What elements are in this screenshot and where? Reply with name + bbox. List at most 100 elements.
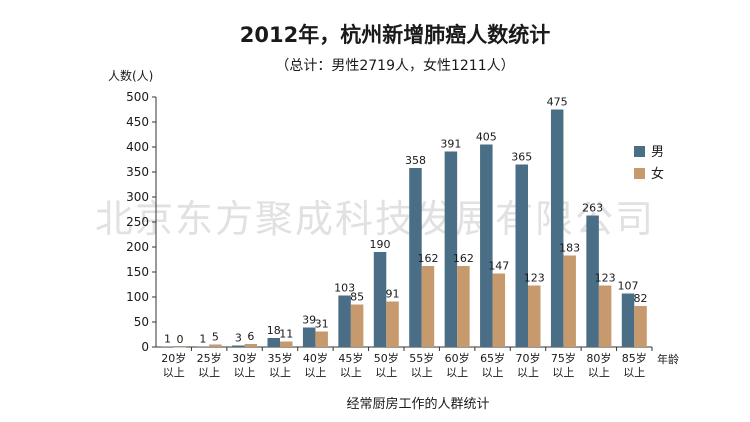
data-label-female: 0 [176, 333, 183, 346]
bar-male [232, 345, 245, 347]
y-axis-label: 人数(人) [108, 68, 153, 83]
x-tick-label: 以上 [198, 366, 220, 379]
x-tick-label: 以上 [163, 366, 185, 379]
y-tick-label: 200 [126, 240, 149, 254]
x-tick-label: 以上 [340, 366, 362, 379]
chart-title: 2012年，杭州新增肺癌人数统计 [240, 23, 550, 47]
bar-male [161, 346, 174, 347]
y-tick-label: 300 [126, 190, 149, 204]
y-tick-label: 250 [126, 215, 149, 229]
data-label-male: 263 [582, 202, 603, 215]
x-tick-label: 20岁 [161, 351, 186, 365]
x-tick-label: 以上 [375, 366, 397, 379]
data-label-male: 107 [618, 280, 639, 293]
data-label-male: 103 [334, 282, 355, 295]
bar-female [173, 347, 187, 348]
data-label-female: 123 [524, 272, 545, 285]
bar-female [280, 341, 293, 347]
data-label-female: 91 [386, 288, 400, 301]
x-tick-label: 以上 [517, 366, 539, 379]
data-label-female: 123 [595, 272, 616, 285]
x-tick-label: 以上 [446, 366, 468, 379]
x-tick-label: 以上 [304, 366, 326, 379]
y-tick-label: 500 [126, 90, 149, 104]
bar-female [244, 344, 258, 347]
y-tick-label: 350 [126, 165, 149, 179]
bar-female [492, 273, 506, 347]
bar-male [444, 151, 458, 347]
bar-male [515, 164, 528, 347]
x-tick-label: 30岁 [232, 351, 257, 365]
x-tick-label: 以上 [269, 366, 291, 379]
bar-female [386, 301, 399, 347]
x-tick-label: 80岁 [586, 351, 611, 365]
y-tick-label: 50 [134, 315, 149, 329]
x-tick-label: 50岁 [374, 351, 399, 365]
bar-female [563, 255, 576, 347]
data-label-female: 6 [247, 330, 254, 343]
bar-male [409, 168, 422, 347]
bar-male [338, 295, 351, 347]
data-label-male: 358 [405, 154, 426, 167]
x-axis-label: 经常厨房工作的人群统计 [346, 396, 489, 412]
x-tick-label: 65岁 [480, 351, 505, 365]
bar-male [373, 252, 387, 347]
bar-male [196, 346, 210, 347]
bar-male [586, 215, 599, 347]
data-label-female: 162 [453, 252, 474, 265]
data-label-male: 365 [511, 151, 532, 164]
x-tick-label: 以上 [411, 366, 433, 379]
x-tick-label: 55岁 [409, 351, 434, 365]
bar-male [550, 109, 564, 347]
x-tick-label: 70岁 [516, 351, 541, 365]
data-label-female: 5 [212, 331, 219, 344]
data-label-female: 147 [488, 260, 509, 273]
x-tick-label: 85岁 [622, 351, 647, 365]
data-label-male: 18 [267, 324, 281, 337]
x-tick-label: 以上 [482, 366, 504, 379]
data-label-female: 162 [417, 252, 438, 265]
bar-female [209, 344, 222, 347]
data-label-male: 190 [370, 238, 391, 251]
chart-subtitle: （总计：男性2719人，女性1211人） [275, 57, 514, 74]
x-tick-label: 25岁 [197, 351, 222, 365]
data-label-female: 11 [279, 328, 293, 341]
data-label-male: 391 [440, 138, 461, 151]
bar-male [621, 293, 635, 347]
data-label-male: 475 [547, 96, 568, 109]
data-label-male: 1 [164, 333, 171, 346]
x-tick-label: 以上 [588, 366, 610, 379]
y-tick-label: 400 [126, 140, 149, 154]
bar-female [421, 266, 435, 347]
bar-female [457, 266, 470, 347]
legend-swatch-female [634, 168, 645, 179]
data-label-female: 85 [350, 291, 364, 304]
legend-swatch-male [634, 146, 645, 157]
data-label-female: 183 [559, 242, 580, 255]
data-label-female: 82 [634, 292, 648, 305]
x-tick-label: 以上 [234, 366, 256, 379]
data-label-male: 405 [476, 131, 497, 144]
legend-label-male: 男 [651, 145, 664, 160]
watermark: 北京东方聚成科技发展有限公司 [95, 197, 655, 241]
x-tick-label: 35岁 [268, 351, 293, 365]
x-tick-label: 以上 [623, 366, 645, 379]
x-axis-unit: 年龄 [657, 352, 679, 366]
y-tick-label: 0 [141, 340, 149, 354]
bar-male [480, 144, 493, 347]
x-tick-label: 60岁 [445, 351, 470, 365]
bar-female [528, 285, 541, 347]
x-tick-label: 45岁 [338, 351, 363, 365]
bar-male [302, 327, 316, 347]
y-tick-label: 100 [126, 290, 149, 304]
x-tick-label: 75岁 [551, 351, 576, 365]
bar-female [315, 331, 328, 347]
data-label-male: 39 [302, 314, 316, 327]
bar-female [598, 285, 612, 347]
bar-female [634, 306, 647, 347]
y-tick-label: 150 [126, 265, 149, 279]
bar-female [350, 304, 364, 347]
data-label-male: 1 [199, 333, 206, 346]
